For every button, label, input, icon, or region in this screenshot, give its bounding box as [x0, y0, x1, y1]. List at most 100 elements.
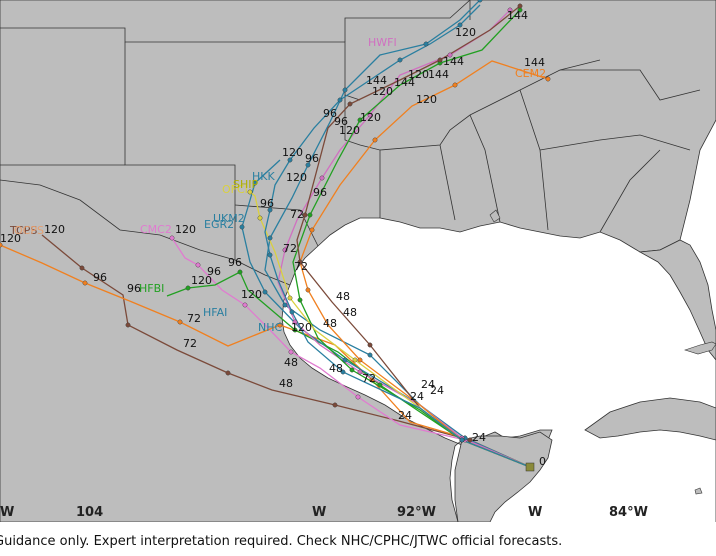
hour-label-24e: 24 — [398, 409, 412, 422]
track-point — [347, 101, 353, 107]
longitude-axis: W 104 W 92°W W 84°W — [0, 505, 648, 520]
track-point — [332, 402, 338, 408]
hour-label-120l: 120 — [408, 68, 429, 81]
track-point — [357, 117, 363, 123]
track-point — [452, 82, 458, 88]
track-point — [297, 297, 303, 303]
track-point — [302, 212, 308, 218]
hour-label-72b: 72 — [183, 337, 197, 350]
track-point — [287, 157, 293, 163]
hour-label-48b: 48 — [343, 306, 357, 319]
model-label-hfbi: HFBI — [139, 282, 164, 295]
hour-label-96b: 96 — [127, 282, 141, 295]
track-point — [357, 369, 363, 375]
hour-label-48f: 48 — [329, 362, 343, 375]
land-yucatan — [454, 431, 553, 522]
land-florida — [638, 239, 716, 522]
land-cuba — [584, 397, 716, 441]
track-point — [237, 269, 243, 275]
model-label-ocps: OCPS — [14, 224, 44, 237]
track-point — [355, 394, 361, 400]
hour-label-120i: 120 — [339, 124, 360, 137]
track-point — [288, 349, 294, 355]
hour-label-0: 0 — [539, 455, 546, 468]
track-point — [305, 287, 311, 293]
model-label-hkk: HKK — [252, 170, 275, 183]
hour-label-72c: 72 — [362, 372, 376, 385]
track-point — [277, 322, 283, 328]
hour-label-120e: 120 — [241, 288, 262, 301]
hour-label-120d: 120 — [191, 274, 212, 287]
hour-label-72: 72 — [187, 312, 201, 325]
model-label-tcps: TCPS — [9, 224, 37, 237]
track-point — [337, 97, 343, 103]
hour-label-120c: 120 — [175, 223, 196, 236]
track-point — [367, 112, 373, 118]
track-point — [282, 302, 288, 308]
track-point — [423, 41, 429, 47]
hour-label-120n: 120 — [455, 26, 476, 39]
track-point — [242, 302, 248, 308]
track-point — [367, 342, 373, 348]
hour-label-96f: 96 — [313, 186, 327, 199]
track-point — [545, 76, 551, 82]
hour-label-120g: 120 — [282, 146, 303, 159]
hour-label-24: 24 — [472, 431, 486, 444]
hour-label-144d: 144 — [443, 55, 464, 68]
track-point — [282, 247, 288, 253]
track-point — [342, 357, 348, 363]
model-label-ukm2: UKM2 — [213, 212, 245, 225]
track-point — [239, 224, 245, 230]
hour-label-120: 120 — [0, 232, 21, 245]
track-line — [264, 0, 531, 468]
track-point — [289, 309, 295, 315]
track-line — [0, 244, 531, 468]
hour-label-96e: 96 — [260, 197, 274, 210]
hour-label-144e: 144 — [507, 9, 528, 22]
track-point — [357, 357, 363, 363]
track-point — [169, 235, 175, 241]
track-point — [397, 57, 403, 63]
track-line — [299, 60, 549, 468]
lon-label-84w: 84°W — [609, 505, 648, 520]
track-point — [307, 212, 313, 218]
track-point — [257, 215, 263, 221]
track-point — [437, 57, 443, 63]
hour-label-120k: 120 — [372, 85, 393, 98]
track-point — [340, 369, 346, 375]
track-point — [305, 162, 311, 168]
model-label-ofci: OFCI — [222, 183, 248, 196]
track-point — [247, 189, 253, 195]
track-point — [125, 322, 131, 328]
track-point — [252, 180, 258, 186]
model-label-cem2: CEM2 — [515, 67, 546, 80]
hour-label-144c: 144 — [428, 68, 449, 81]
track-point — [177, 319, 183, 325]
hour-label-96d: 96 — [228, 256, 242, 269]
track-point — [459, 437, 465, 443]
hour-label-120j: 120 — [360, 111, 381, 124]
hour-label-72f: 72 — [290, 208, 304, 221]
disclaimer-text: Guidance only. Expert interpretation req… — [0, 534, 563, 549]
model-label-ship: SHIP — [233, 178, 258, 191]
track-point — [0, 242, 3, 248]
hour-label-96i: 96 — [305, 152, 319, 165]
track-point — [82, 280, 88, 286]
track-point — [309, 227, 315, 233]
hour-label-144b: 144 — [394, 76, 415, 89]
hour-label-120f: 120 — [291, 321, 312, 334]
hour-label-144: 144 — [366, 74, 387, 87]
hour-label-120h: 120 — [286, 171, 307, 184]
model-label-egr2: EGR2 — [204, 218, 234, 231]
track-point — [447, 52, 453, 58]
hour-label-48e: 48 — [279, 377, 293, 390]
track-point — [457, 22, 463, 28]
model-label-cmc2: CMC2 — [140, 223, 172, 236]
political-borders — [0, 0, 701, 286]
track-point — [292, 319, 298, 325]
hour-label-48c: 48 — [323, 317, 337, 330]
track-point — [349, 367, 355, 373]
storm-origin-marker — [525, 462, 535, 472]
track-point — [267, 207, 273, 213]
hour-label-96g: 96 — [323, 107, 337, 120]
